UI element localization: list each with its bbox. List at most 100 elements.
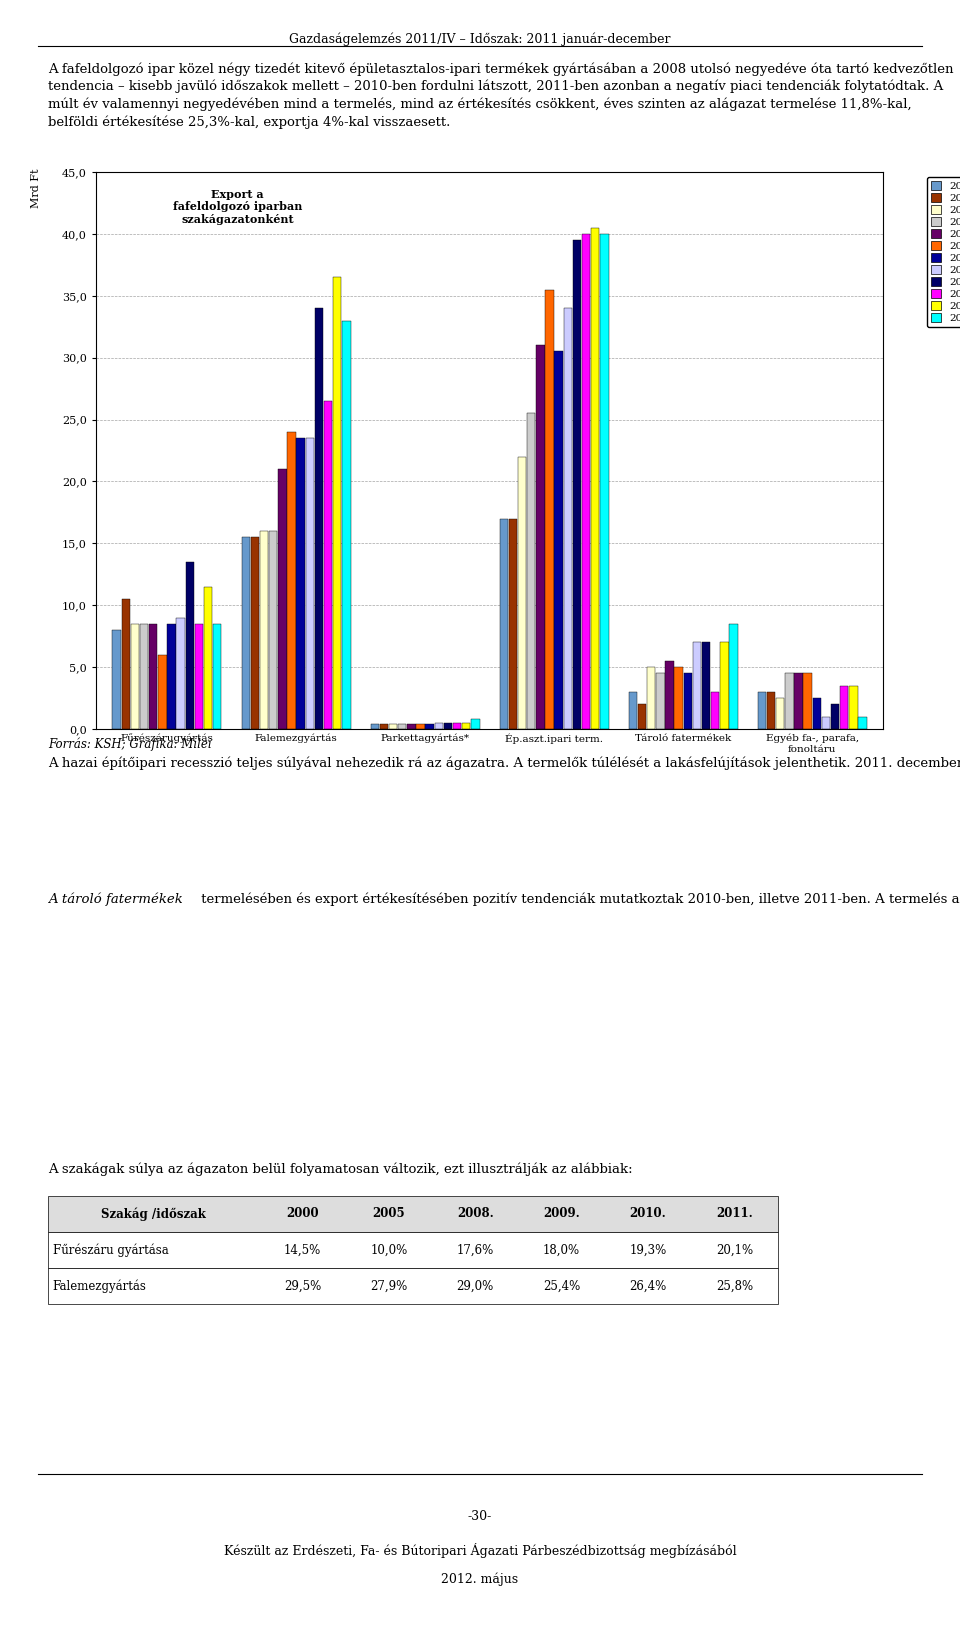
Legend: 2000, 2001, 2002, 2003, 2004, 2005, 2006, 2007, 2008, 2009, 2010, 2011: 2000, 2001, 2002, 2003, 2004, 2005, 2006… <box>926 177 960 328</box>
Bar <box>665 660 674 729</box>
Text: 2012. május: 2012. május <box>442 1572 518 1586</box>
Bar <box>278 468 286 729</box>
Bar <box>711 691 719 729</box>
Bar <box>333 277 342 729</box>
Bar <box>564 308 572 729</box>
Text: A szakágak súlya az ágazaton belül folyamatosan változik, ezt illusztrálják az a: A szakágak súlya az ágazaton belül folya… <box>48 1163 633 1176</box>
Text: 25,4%: 25,4% <box>543 1279 580 1292</box>
Bar <box>305 437 314 729</box>
Bar <box>850 686 857 729</box>
Bar <box>48 1268 778 1304</box>
Bar <box>269 531 277 729</box>
Bar <box>185 562 194 729</box>
Bar <box>858 716 867 729</box>
Bar <box>471 719 480 729</box>
Bar <box>637 704 646 729</box>
Text: A fafeldolgozó ipar közel négy tizedét kitevő épületasztalos-ipari termékek gyár: A fafeldolgozó ipar közel négy tizedét k… <box>48 62 953 129</box>
Text: A hazai építőipari recesszió teljes súlyával nehezedik rá az ágazatra. A termelő: A hazai építőipari recesszió teljes súly… <box>48 757 960 770</box>
Bar <box>822 716 830 729</box>
Bar <box>702 642 710 729</box>
Text: 25,8%: 25,8% <box>716 1279 753 1292</box>
Text: 2010.: 2010. <box>630 1207 666 1220</box>
Bar <box>131 624 139 729</box>
Bar <box>324 401 332 729</box>
Bar <box>371 724 379 729</box>
Bar <box>158 655 167 729</box>
Bar <box>195 624 204 729</box>
Bar <box>804 673 812 729</box>
Text: 29,0%: 29,0% <box>457 1279 493 1292</box>
Text: 20,1%: 20,1% <box>716 1243 753 1256</box>
Bar <box>812 698 821 729</box>
Bar <box>213 624 222 729</box>
Text: 27,9%: 27,9% <box>371 1279 407 1292</box>
Text: Export a
fafeldolgozó iparban
szakágazatonként: Export a fafeldolgozó iparban szakágazat… <box>173 188 302 226</box>
Bar <box>462 722 470 729</box>
Bar <box>509 519 517 729</box>
Text: -30-: -30- <box>468 1510 492 1523</box>
Bar <box>315 308 324 729</box>
Bar <box>453 722 461 729</box>
Y-axis label: Mrd Ft: Mrd Ft <box>31 169 41 208</box>
Bar <box>656 673 664 729</box>
Bar <box>767 691 776 729</box>
Bar <box>122 600 130 729</box>
Text: 2011.: 2011. <box>716 1207 753 1220</box>
Bar <box>518 457 526 729</box>
Text: Szakág /időszak: Szakág /időszak <box>101 1207 206 1220</box>
Bar <box>417 724 424 729</box>
Bar <box>499 519 508 729</box>
Bar <box>177 618 185 729</box>
Text: 19,3%: 19,3% <box>630 1243 666 1256</box>
Bar <box>720 642 729 729</box>
Bar <box>167 624 176 729</box>
Bar <box>149 624 157 729</box>
Bar <box>444 722 452 729</box>
Text: A tároló fatermékek: A tároló fatermékek <box>48 893 182 906</box>
Text: 10,0%: 10,0% <box>371 1243 407 1256</box>
Text: 17,6%: 17,6% <box>457 1243 493 1256</box>
Bar <box>287 432 296 729</box>
Text: 2005: 2005 <box>372 1207 405 1220</box>
Bar <box>629 691 637 729</box>
Text: Forrás: KSH; Grafika: Milei: Forrás: KSH; Grafika: Milei <box>48 737 211 750</box>
Bar <box>251 537 259 729</box>
Bar <box>674 667 683 729</box>
Bar <box>776 698 784 729</box>
Bar <box>527 413 536 729</box>
Bar <box>407 724 416 729</box>
Bar <box>785 673 794 729</box>
Bar <box>545 290 554 729</box>
Bar <box>204 586 212 729</box>
Bar <box>794 673 803 729</box>
Bar <box>297 437 305 729</box>
Text: 26,4%: 26,4% <box>630 1279 666 1292</box>
Bar <box>582 234 590 729</box>
Bar <box>555 352 563 729</box>
Bar <box>389 724 397 729</box>
Bar <box>573 241 581 729</box>
Text: 2000: 2000 <box>286 1207 319 1220</box>
Bar <box>140 624 149 729</box>
Text: Fűrészáru gyártása: Fűrészáru gyártása <box>53 1243 169 1256</box>
Bar <box>647 667 656 729</box>
Bar <box>260 531 268 729</box>
Bar <box>112 631 121 729</box>
Bar <box>537 346 544 729</box>
Bar <box>730 624 737 729</box>
Bar <box>242 537 250 729</box>
Text: termelésében és export értékesítésében pozitív tendenciák mutatkoztak 2010-ben, : termelésében és export értékesítésében p… <box>197 893 960 906</box>
Text: Falemezgyártás: Falemezgyártás <box>53 1279 147 1292</box>
Bar <box>425 724 434 729</box>
Text: Készült az Erdészeti, Fa- és Bútoripari Ágazati Párbeszédbizottság megbízásából: Készült az Erdészeti, Fa- és Bútoripari … <box>224 1543 736 1558</box>
Text: Gazdaságelemzés 2011/IV – Időszak: 2011 január-december: Gazdaságelemzés 2011/IV – Időszak: 2011 … <box>289 33 671 46</box>
Bar <box>342 321 350 729</box>
Text: 14,5%: 14,5% <box>284 1243 321 1256</box>
Bar <box>600 234 609 729</box>
Bar <box>591 228 599 729</box>
Bar <box>693 642 701 729</box>
Text: 2009.: 2009. <box>543 1207 580 1220</box>
Bar <box>840 686 849 729</box>
Bar <box>684 673 692 729</box>
Bar <box>398 724 406 729</box>
